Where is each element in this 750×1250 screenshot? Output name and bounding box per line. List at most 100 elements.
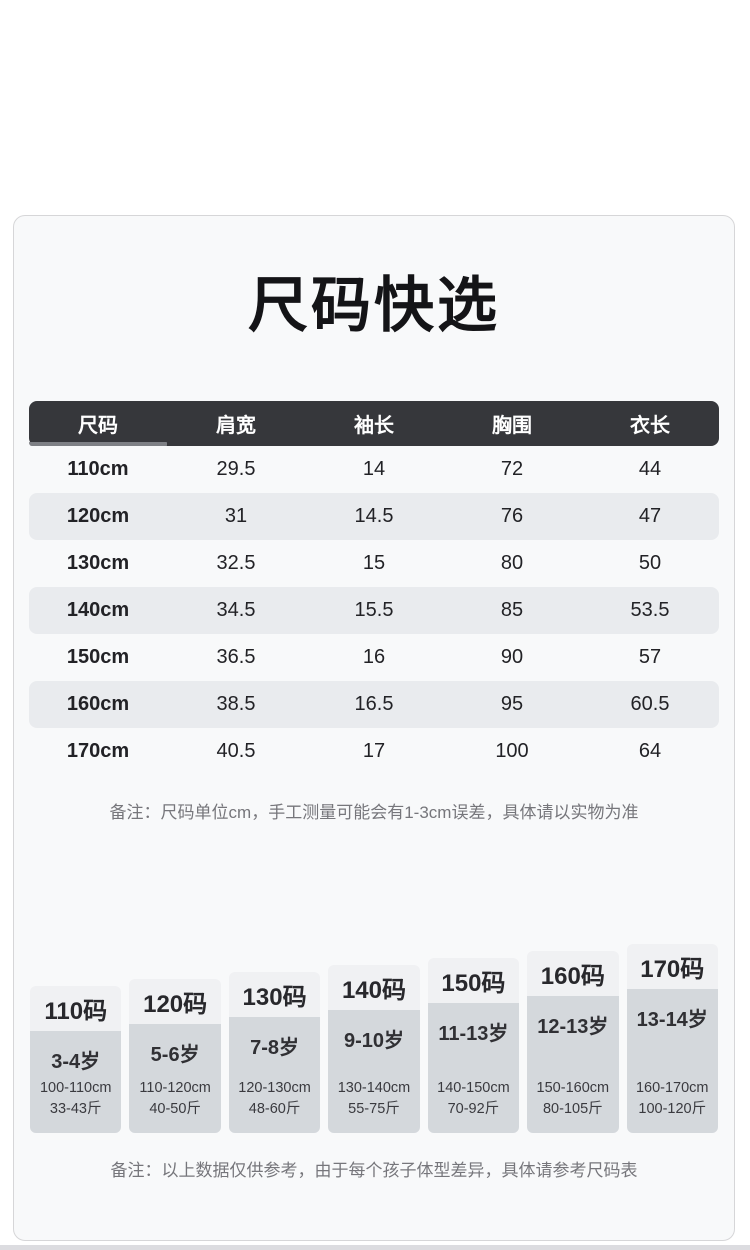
- cell-shoulder: 40.5: [216, 740, 256, 762]
- cell-length: 47: [638, 505, 662, 527]
- cell-chest: 85: [500, 599, 524, 621]
- cell-shoulder: 38.5: [216, 693, 256, 715]
- size-card-weight: 33-43斤: [49, 1101, 102, 1117]
- size-card[interactable]: 110码 3-4岁 100-110cm 33-43斤: [30, 986, 122, 1133]
- table-row: 170cm 40.5 17 100 64: [29, 728, 719, 775]
- size-card-range: 100-110cm 33-43斤: [32, 1078, 119, 1120]
- cell-length: 53.5: [630, 599, 670, 621]
- size-card-age: 13-14岁: [636, 1009, 708, 1031]
- cell-size: 160cm: [66, 693, 130, 715]
- size-card-label: 140码: [328, 965, 420, 1010]
- size-card-label: 130码: [228, 972, 321, 1017]
- horizontal-scrollbar-thumb[interactable]: [29, 442, 167, 446]
- table-row: 140cm 34.5 15.5 85 53.5: [29, 587, 719, 634]
- size-card-range: 150-160cm 80-105斤: [529, 1078, 616, 1120]
- size-table-body: 110cm 29.5 14 72 44 120cm 31 14.5 76 47 …: [29, 446, 719, 775]
- cell-shoulder: 34.5: [216, 599, 256, 621]
- cell-length: 64: [638, 740, 662, 762]
- size-card-range: 140-150cm 70-92斤: [430, 1078, 517, 1120]
- size-card[interactable]: 120码 5-6岁 110-120cm 40-50斤: [129, 979, 221, 1133]
- size-card[interactable]: 140码 9-10岁 130-140cm 55-75斤: [328, 965, 420, 1133]
- size-card-body: 5-6岁 110-120cm 40-50斤: [129, 1024, 221, 1133]
- table-row: 130cm 32.5 15 80 50: [29, 540, 719, 587]
- size-card-height: 160-170cm: [635, 1080, 709, 1096]
- cell-length: 50: [638, 552, 662, 574]
- cell-sleeve: 15.5: [354, 599, 394, 621]
- cell-length: 60.5: [630, 693, 670, 715]
- reference-note: 备注：以上数据仅供参考，由于每个孩子体型差异，具体请参考尺码表: [110, 1161, 638, 1180]
- cell-sleeve: 14.5: [354, 505, 394, 527]
- size-card-height: 100-110cm: [39, 1080, 112, 1096]
- size-table: 尺码 肩宽 袖长 胸围 衣长 110cm 29.5 14 72 44 120cm…: [29, 401, 719, 775]
- size-guide-card: 尺码快选 尺码 肩宽 袖长 胸围 衣长 110cm 29.5 14 72 44 …: [13, 215, 735, 1241]
- size-card-age: 9-10岁: [343, 1030, 404, 1052]
- cell-chest: 100: [495, 740, 529, 762]
- cell-chest: 72: [500, 458, 524, 480]
- cell-sleeve: 17: [362, 740, 386, 762]
- size-card-body: 7-8岁 120-130cm 48-60斤: [228, 1017, 321, 1133]
- cell-shoulder: 31: [224, 505, 248, 527]
- size-card-height: 140-150cm: [437, 1080, 510, 1096]
- size-recommend-cards: 110码 3-4岁 100-110cm 33-43斤 120码 5-6岁 110…: [30, 944, 718, 1133]
- column-header-length: 衣长: [630, 415, 670, 437]
- cell-size: 120cm: [66, 505, 130, 527]
- size-card-body: 9-10岁 130-140cm 55-75斤: [328, 1010, 420, 1133]
- size-card-weight: 40-50斤: [149, 1101, 201, 1117]
- size-card-height: 130-140cm: [337, 1080, 411, 1096]
- cell-size: 140cm: [66, 599, 130, 621]
- cell-sleeve: 14: [362, 458, 386, 480]
- cell-chest: 76: [500, 505, 524, 527]
- cell-chest: 80: [500, 552, 524, 574]
- size-card-height: 120-130cm: [238, 1080, 311, 1096]
- size-card-label: 110码: [30, 986, 122, 1031]
- cell-shoulder: 32.5: [216, 552, 256, 574]
- cell-sleeve: 16.5: [354, 693, 394, 715]
- table-row: 110cm 29.5 14 72 44: [29, 446, 719, 493]
- cell-chest: 95: [500, 693, 524, 715]
- size-card-label: 150码: [427, 958, 520, 1003]
- size-card-age: 12-13岁: [537, 1016, 609, 1038]
- cell-shoulder: 29.5: [216, 458, 256, 480]
- size-table-header-row: 尺码 肩宽 袖长 胸围 衣长: [29, 401, 719, 446]
- size-card-body: 3-4岁 100-110cm 33-43斤: [30, 1031, 122, 1133]
- size-card-weight: 70-92斤: [447, 1101, 500, 1117]
- size-card-body: 13-14岁 160-170cm 100-120斤: [626, 989, 718, 1133]
- size-card-weight: 48-60斤: [248, 1101, 301, 1117]
- size-card-height: 110-120cm: [139, 1080, 211, 1096]
- size-card-age: 11-13岁: [438, 1023, 509, 1045]
- size-card-age: 7-8岁: [250, 1037, 299, 1059]
- size-card-label: 170码: [626, 944, 718, 989]
- table-row: 150cm 36.5 16 90 57: [29, 634, 719, 681]
- size-card-weight: 55-75斤: [348, 1101, 400, 1117]
- cell-sleeve: 16: [362, 646, 386, 668]
- size-card-body: 11-13岁 140-150cm 70-92斤: [427, 1003, 520, 1133]
- cell-size: 110cm: [67, 458, 129, 480]
- size-card-age: 5-6岁: [150, 1044, 200, 1066]
- size-card[interactable]: 160码 12-13岁 150-160cm 80-105斤: [527, 951, 619, 1133]
- size-card[interactable]: 130码 7-8岁 120-130cm 48-60斤: [228, 972, 321, 1133]
- measurement-note: 备注：尺码单位cm，手工测量可能会有1-3cm误差，具体请以实物为准: [109, 803, 639, 822]
- table-row: 120cm 31 14.5 76 47: [29, 493, 719, 540]
- cell-shoulder: 36.5: [216, 646, 256, 668]
- cell-size: 150cm: [66, 646, 130, 668]
- column-header-sleeve: 袖长: [354, 415, 394, 437]
- size-card-height: 150-160cm: [536, 1080, 610, 1096]
- cell-size: 130cm: [66, 552, 130, 574]
- size-card[interactable]: 150码 11-13岁 140-150cm 70-92斤: [427, 958, 520, 1133]
- size-card-label: 160码: [527, 951, 619, 996]
- size-card-range: 110-120cm 40-50斤: [131, 1078, 218, 1120]
- size-card[interactable]: 170码 13-14岁 160-170cm 100-120斤: [626, 944, 718, 1133]
- size-card-range: 160-170cm 100-120斤: [629, 1078, 716, 1120]
- column-header-chest: 胸围: [492, 415, 532, 437]
- cell-length: 44: [638, 458, 662, 480]
- cell-size: 170cm: [66, 740, 130, 762]
- column-header-shoulder: 肩宽: [216, 415, 256, 437]
- size-card-weight: 100-120斤: [638, 1101, 707, 1117]
- size-card-label: 120码: [129, 979, 221, 1024]
- table-row: 160cm 38.5 16.5 95 60.5: [29, 681, 719, 728]
- cell-length: 57: [638, 646, 662, 668]
- cell-sleeve: 15: [362, 552, 386, 574]
- next-section-edge: [0, 1245, 750, 1250]
- page-title: 尺码快选: [248, 272, 500, 339]
- size-card-range: 120-130cm 48-60斤: [231, 1078, 318, 1120]
